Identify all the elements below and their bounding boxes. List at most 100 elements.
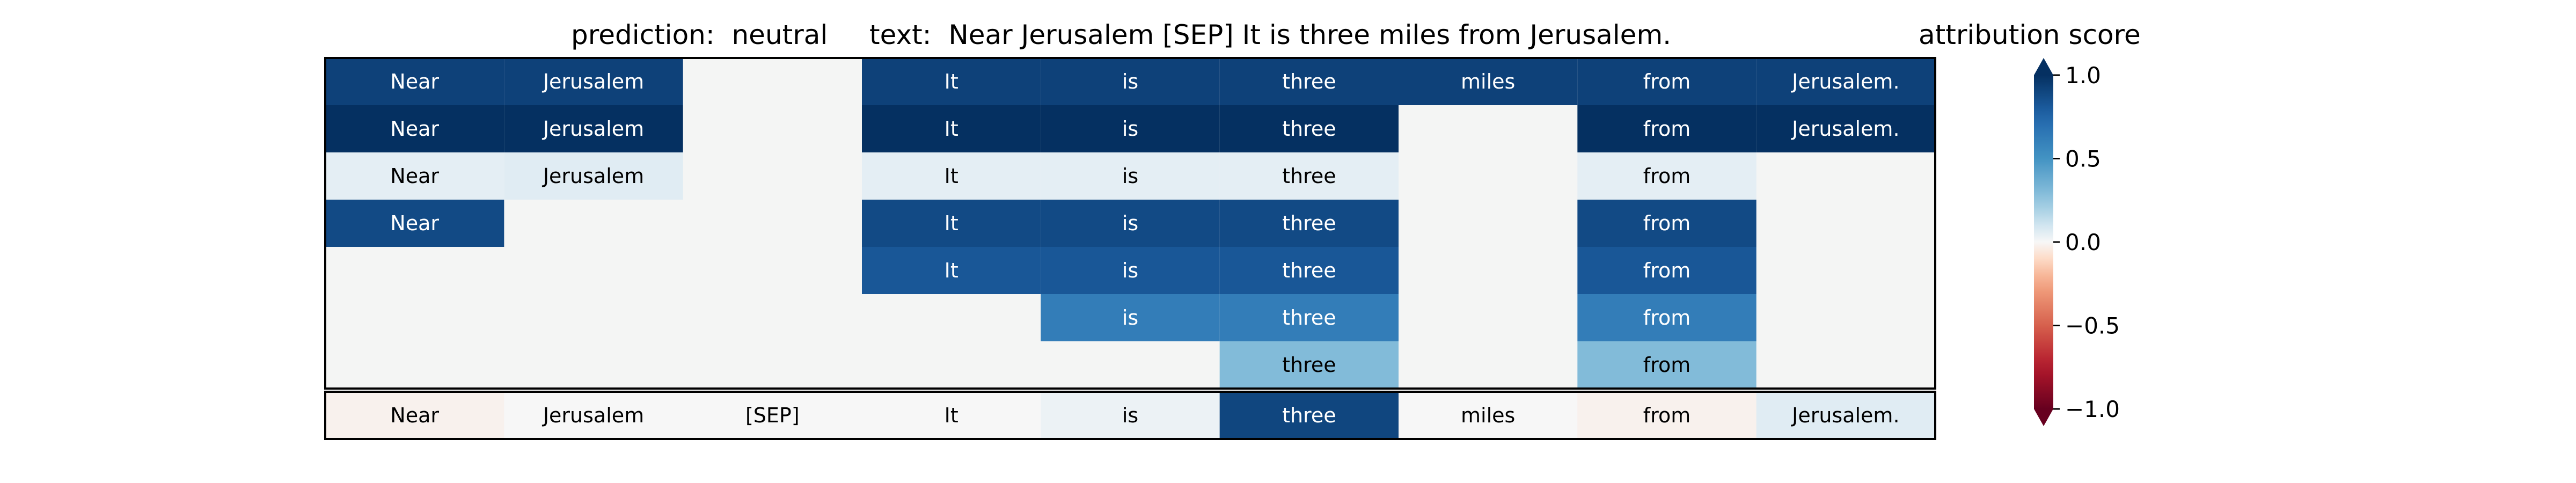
cell-token-label: Near [390, 70, 439, 93]
heatmap-cell [325, 105, 504, 152]
heatmap-cell [1577, 341, 1757, 389]
heatmap-cell [1041, 200, 1220, 247]
colorbar-tick-label: 0.0 [2065, 229, 2101, 255]
colorbar-tick-label: −0.5 [2065, 313, 2120, 339]
cell-token-label: Jerusalem [542, 164, 644, 188]
heatmap-cell [504, 105, 683, 152]
heatmap-cell [1219, 341, 1399, 389]
summary-cell [1756, 392, 1935, 439]
cell-token-label: It [945, 117, 958, 141]
cell-token-label: three [1282, 164, 1336, 188]
cell-token-label: is [1122, 117, 1138, 141]
cell-token-label: is [1122, 70, 1138, 93]
cell-token-label: miles [1461, 70, 1515, 93]
cell-token-label: is [1122, 306, 1138, 330]
cell-token-label: Near [390, 164, 439, 188]
cell-token-label: three [1282, 353, 1336, 377]
cell-token-label: from [1643, 70, 1690, 93]
heatmap-cell [1041, 294, 1220, 341]
heatmap-cell [1577, 152, 1757, 200]
cell-token-label: Near [390, 211, 439, 235]
heatmap-cell [504, 58, 683, 105]
heatmap-cell [1577, 294, 1757, 341]
heatmap-cell [325, 152, 504, 200]
heatmap-cell [1041, 58, 1220, 105]
cell-token-label: Jerusalem [542, 117, 644, 141]
cell-token-label: Near [390, 117, 439, 141]
cell-token-label: three [1282, 70, 1336, 93]
heatmap-cell [1219, 152, 1399, 200]
heatmap-frame [324, 57, 1936, 390]
colorbar-tick-label: 1.0 [2065, 62, 2101, 89]
cell-token-label: Jerusalem. [1791, 70, 1899, 93]
cell-token-label: It [945, 70, 958, 93]
colorbar-extend-bottom [2034, 409, 2053, 426]
cell-token-label: from [1643, 164, 1690, 188]
summary-token-label: three [1282, 404, 1336, 427]
summary-token-label: [SEP] [745, 404, 800, 427]
summary-token-label: miles [1461, 404, 1515, 427]
heatmap-cell [862, 105, 1041, 152]
heatmap-cell [1219, 294, 1399, 341]
colorbar-tick-label: 0.5 [2065, 146, 2101, 172]
heatmap-cell [1756, 105, 1935, 152]
cell-token-label: It [945, 164, 958, 188]
heatmap-cell [1219, 200, 1399, 247]
cell-token-label: from [1643, 117, 1690, 141]
cell-token-label: from [1643, 353, 1690, 377]
summary-token-label: from [1643, 404, 1690, 427]
cell-token-label: three [1282, 211, 1336, 235]
heatmap-cell [504, 152, 683, 200]
colorbar-tick-label: −1.0 [2065, 396, 2120, 422]
heatmap-cell [1219, 247, 1399, 294]
heatmap-cell [1399, 58, 1578, 105]
cell-token-label: three [1282, 259, 1336, 282]
prediction-title: prediction: neutral [571, 19, 828, 50]
heatmap-cell [1041, 152, 1220, 200]
summary-cell [683, 392, 862, 439]
heatmap-cell [862, 152, 1041, 200]
heatmap-cell [1577, 58, 1757, 105]
summary-frame [324, 391, 1936, 440]
cell-token-label: three [1282, 117, 1336, 141]
cell-token-label: from [1643, 306, 1690, 330]
summary-cell [862, 392, 1041, 439]
cell-token-label: from [1643, 259, 1690, 282]
summary-token-label: is [1122, 404, 1138, 427]
colorbar-title: attribution score [1919, 19, 2141, 50]
cell-token-label: is [1122, 211, 1138, 235]
summary-token-label: Jerusalem [542, 404, 644, 427]
heatmap-cell [325, 200, 504, 247]
heatmap-cell [325, 58, 504, 105]
cell-token-label: is [1122, 164, 1138, 188]
heatmap-cell [1756, 58, 1935, 105]
heatmap-cell [862, 200, 1041, 247]
summary-cell [504, 392, 683, 439]
heatmap-cell [862, 247, 1041, 294]
summary-token-label: Near [390, 404, 439, 427]
cell-token-label: It [945, 259, 958, 282]
heatmap-cell [1041, 105, 1220, 152]
summary-token-label: Jerusalem. [1791, 404, 1899, 427]
cell-token-label: from [1643, 211, 1690, 235]
summary-cell [1219, 392, 1399, 439]
heatmap-cell [1219, 105, 1399, 152]
summary-token-label: It [945, 404, 958, 427]
heatmap-cell [1577, 200, 1757, 247]
heatmap-cell [1219, 58, 1399, 105]
cell-token-label: three [1282, 306, 1336, 330]
text-title: text: Near Jerusalem [SEP] It is three m… [869, 19, 1672, 50]
summary-cell [1399, 392, 1578, 439]
heatmap-cell [1577, 105, 1757, 152]
summary-cell [1577, 392, 1757, 439]
colorbar-extend-top [2034, 58, 2053, 75]
cell-token-label: Jerusalem. [1791, 117, 1899, 141]
heatmap-cell [862, 58, 1041, 105]
cell-token-label: Jerusalem [542, 70, 644, 93]
heatmap-cell [1577, 247, 1757, 294]
cell-token-label: It [945, 211, 958, 235]
summary-cell [1041, 392, 1220, 439]
cell-token-label: is [1122, 259, 1138, 282]
